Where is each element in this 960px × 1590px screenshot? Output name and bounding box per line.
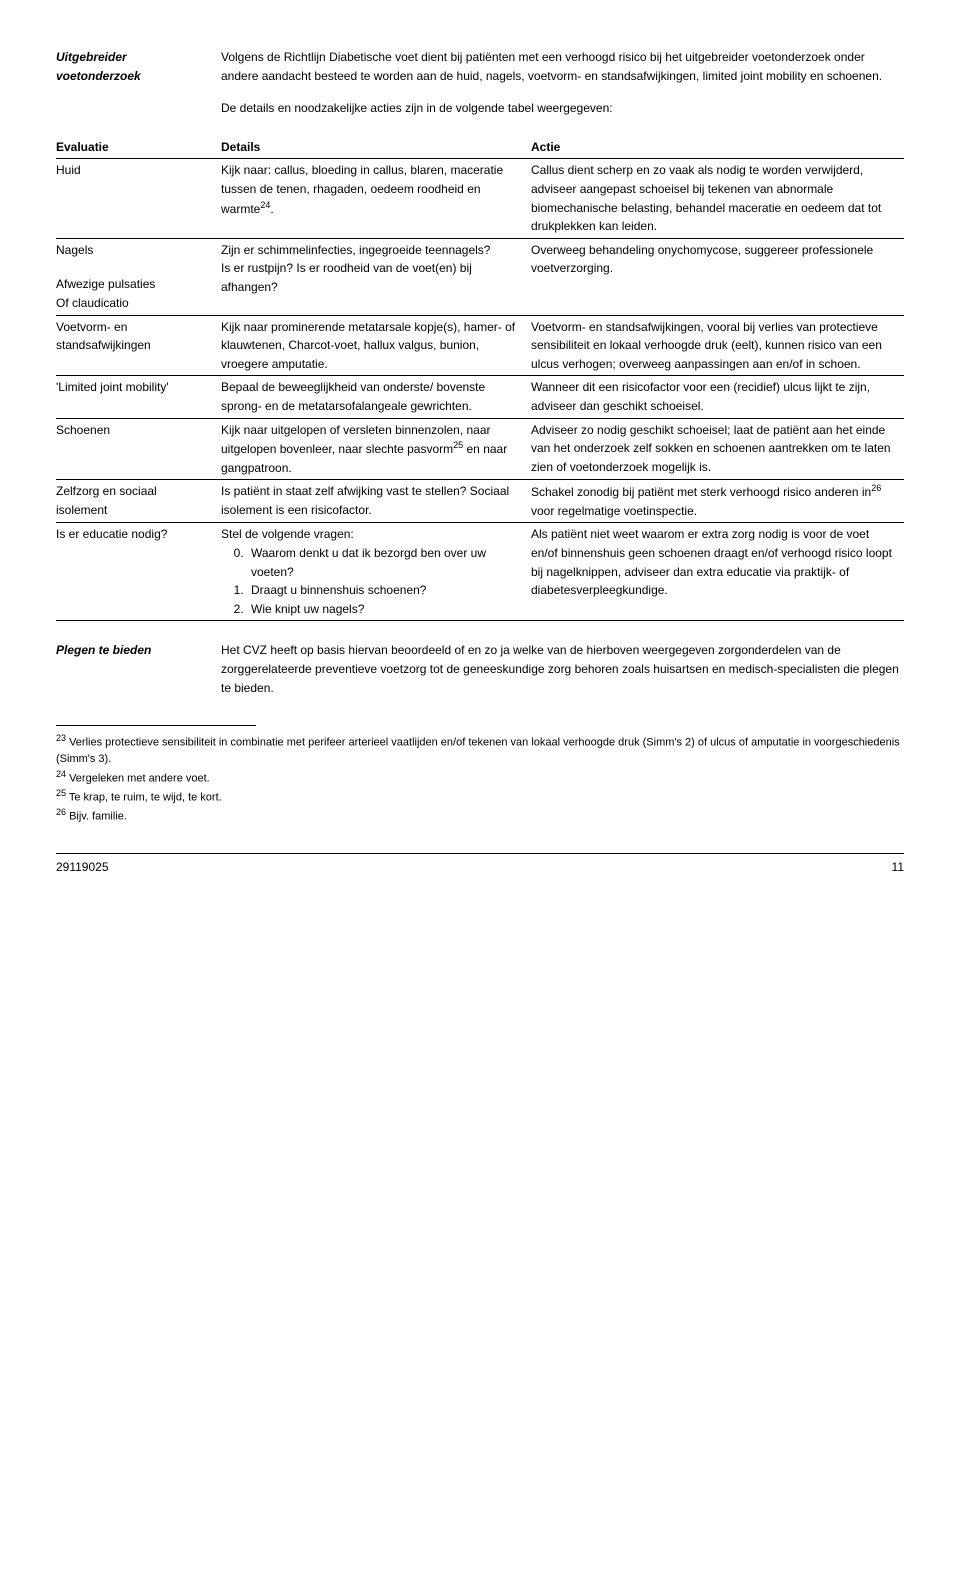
cell-actie: Callus dient scherp en zo vaak als nodig… [531, 159, 904, 238]
table-row: Voetvorm- en standsafwijkingen Kijk naar… [56, 315, 904, 376]
details-intro: Stel de volgende vragen: [221, 525, 521, 544]
cell-actie: Schakel zonodig bij patiënt met sterk ve… [531, 480, 904, 523]
table-row: Zelfzorg en sociaal isolement Is patiënt… [56, 480, 904, 523]
footnote: 24 Vergeleken met andere voet. [56, 768, 904, 787]
cell-eval: Voetvorm- en standsafwijkingen [56, 315, 221, 376]
cell-eval: Huid [56, 159, 221, 238]
cell-details: Kijk naar uitgelopen of versleten binnen… [221, 418, 531, 480]
footnote-text: Bijv. familie. [66, 811, 127, 823]
cell-actie: Als patiënt niet weet waarom er extra zo… [531, 523, 904, 621]
cell-eval: Zelfzorg en sociaal isolement [56, 480, 221, 523]
cell-eval: Schoenen [56, 418, 221, 480]
text: Schakel zonodig bij patiënt met sterk ve… [531, 485, 871, 499]
footer-right: 11 [892, 858, 904, 877]
details-line: Zijn er schimmelinfecties, ingegroeide t… [221, 241, 521, 260]
table-row: 'Limited joint mobility' Bepaal de bewee… [56, 376, 904, 418]
table-row: Is er educatie nodig? Stel de volgende v… [56, 523, 904, 621]
footnote-text: Te krap, te ruim, te wijd, te kort. [66, 792, 222, 804]
footnote-ref: 25 [453, 440, 463, 450]
th-actie: Actie [531, 136, 904, 159]
cell-actie: Adviseer zo nodig geschikt schoeisel; la… [531, 418, 904, 480]
section-label: Uitgebreider voetonderzoek [56, 48, 221, 118]
question-list: Waarom denkt u dat ik bezorgd ben over u… [221, 544, 521, 618]
table-row: Schoenen Kijk naar uitgelopen of verslet… [56, 418, 904, 480]
eval-line: Nagels [56, 241, 211, 260]
footer-left: 29119025 [56, 858, 109, 877]
section-plegen: Plegen te bieden Het CVZ heeft op basis … [56, 641, 904, 697]
footnote-num: 25 [56, 788, 66, 798]
footnote-num: 26 [56, 807, 66, 817]
footnote-text: Vergeleken met andere voet. [66, 773, 210, 785]
list-item: Wie knipt uw nagels? [247, 600, 521, 619]
text: . [270, 202, 273, 216]
footnote-text: Verlies protectieve sensibiliteit in com… [56, 737, 900, 766]
cell-eval: 'Limited joint mobility' [56, 376, 221, 418]
footnote: 25 Te krap, te ruim, te wijd, te kort. [56, 787, 904, 806]
footnote: 26 Bijv. familie. [56, 806, 904, 825]
cell-details: Stel de volgende vragen: Waarom denkt u … [221, 523, 531, 621]
cell-details: Is patiënt in staat zelf afwijking vast … [221, 480, 531, 523]
para-2: De details en noodzakelijke acties zijn … [221, 99, 904, 118]
details-line: Is er rustpijn? Is er roodheid van de vo… [221, 259, 521, 296]
footnote-separator [56, 725, 256, 726]
footnotes: 23 Verlies protectieve sensibiliteit in … [56, 732, 904, 825]
section-label: Plegen te bieden [56, 641, 221, 697]
footnote-num: 23 [56, 733, 66, 743]
section-body: Volgens de Richtlijn Diabetische voet di… [221, 48, 904, 118]
table-row: Nagels Afwezige pulsaties Of claudicatio… [56, 238, 904, 315]
page-footer: 29119025 11 [56, 853, 904, 877]
list-item: Draagt u binnenshuis schoenen? [247, 581, 521, 600]
cell-details: Kijk naar: callus, bloeding in callus, b… [221, 159, 531, 238]
para-1: Volgens de Richtlijn Diabetische voet di… [221, 48, 904, 85]
th-evaluatie: Evaluatie [56, 136, 221, 159]
cell-actie: Wanneer dit een risicofactor voor een (r… [531, 376, 904, 418]
text: Kijk naar uitgelopen of versleten binnen… [221, 423, 491, 457]
cell-actie: Voetvorm- en standsafwijkingen, vooral b… [531, 315, 904, 376]
cell-eval: Nagels Afwezige pulsaties Of claudicatio [56, 238, 221, 315]
list-item: Waarom denkt u dat ik bezorgd ben over u… [247, 544, 521, 581]
cell-actie: Overweeg behandeling onychomycose, sugge… [531, 238, 904, 315]
cell-eval: Is er educatie nodig? [56, 523, 221, 621]
evaluation-table: Evaluatie Details Actie Huid Kijk naar: … [56, 136, 904, 622]
eval-line: Of claudicatio [56, 294, 211, 313]
table-header-row: Evaluatie Details Actie [56, 136, 904, 159]
eval-line: Afwezige pulsaties [56, 275, 211, 294]
section-body: Het CVZ heeft op basis hiervan beoordeel… [221, 641, 904, 697]
cell-details: Kijk naar prominerende metatarsale kopje… [221, 315, 531, 376]
footnote-ref: 24 [260, 200, 270, 210]
th-details: Details [221, 136, 531, 159]
footnote-num: 24 [56, 769, 66, 779]
footnote: 23 Verlies protectieve sensibiliteit in … [56, 732, 904, 768]
cell-details: Zijn er schimmelinfecties, ingegroeide t… [221, 238, 531, 315]
footnote-ref: 26 [871, 483, 881, 493]
cell-details: Bepaal de beweeglijkheid van onderste/ b… [221, 376, 531, 418]
text: voor regelmatige voetinspectie. [531, 504, 697, 518]
section-uitgebreider: Uitgebreider voetonderzoek Volgens de Ri… [56, 48, 904, 118]
table-row: Huid Kijk naar: callus, bloeding in call… [56, 159, 904, 238]
